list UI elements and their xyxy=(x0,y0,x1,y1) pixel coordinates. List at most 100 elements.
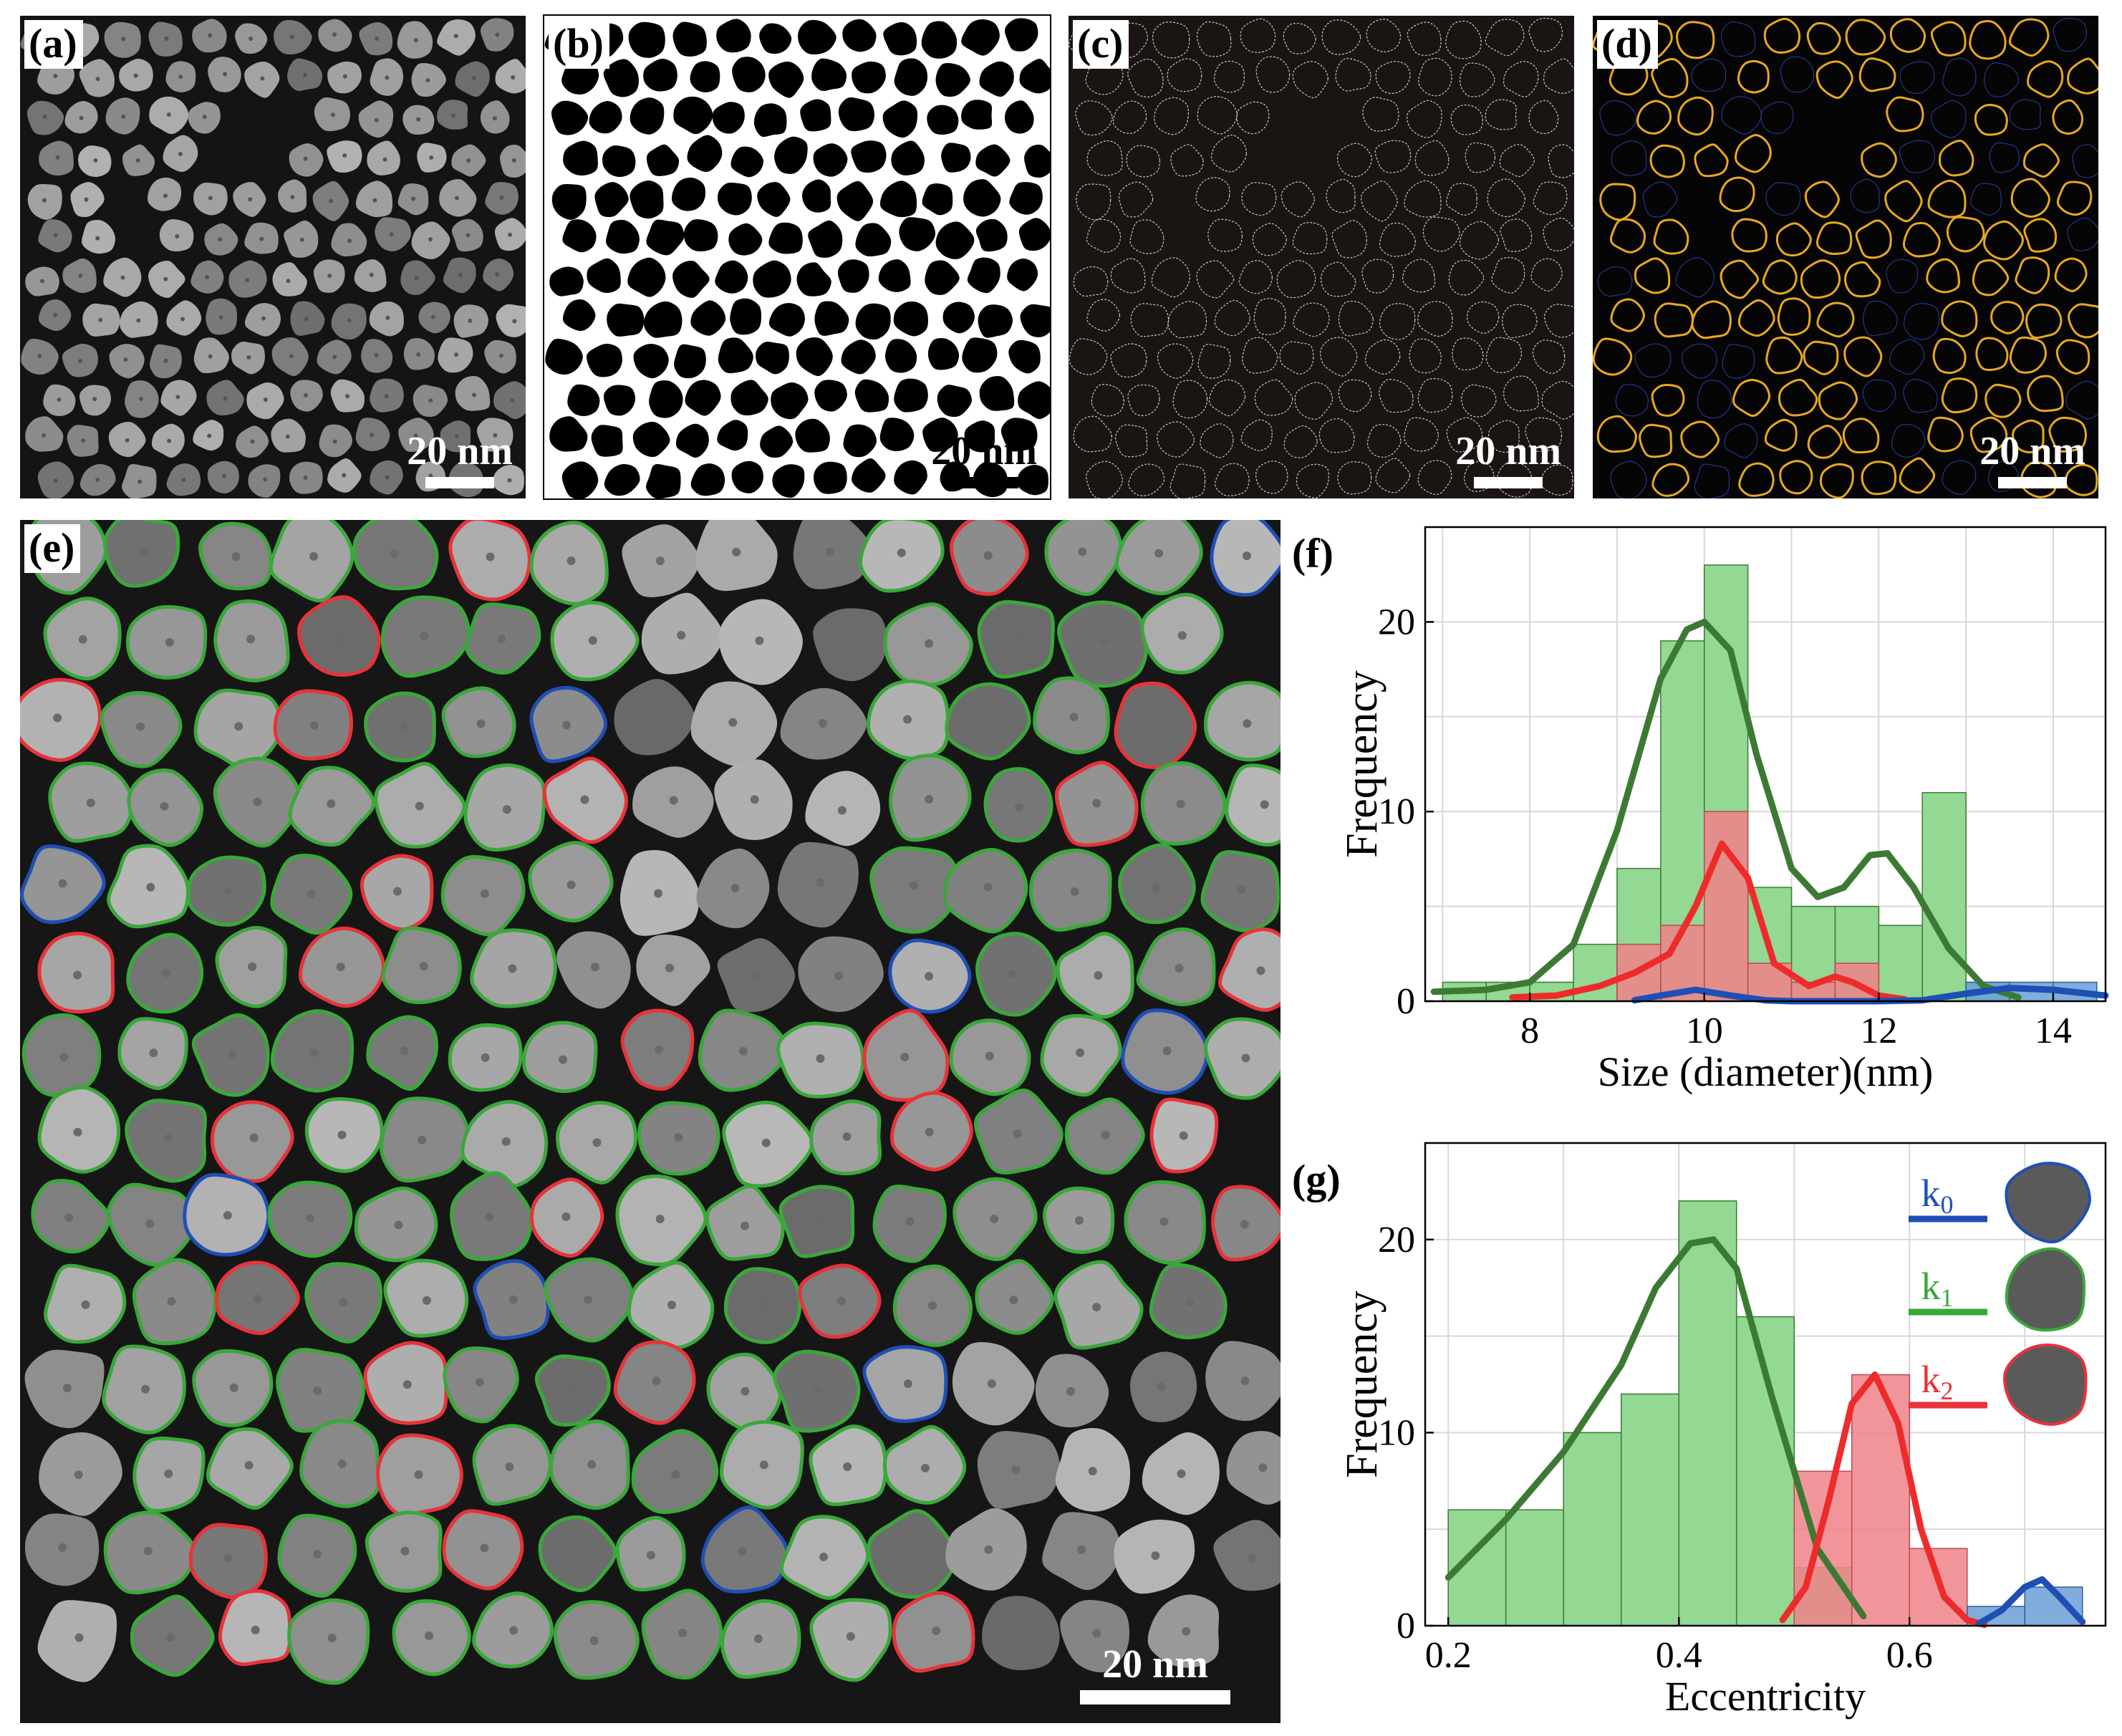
particle-core xyxy=(414,1470,423,1480)
edge-contour xyxy=(1530,258,1563,292)
mask-particle xyxy=(672,21,707,57)
particle-core xyxy=(372,198,377,203)
rejected-contour xyxy=(2009,99,2041,130)
selected-contour xyxy=(1969,416,2008,453)
panel-d-contours: (d) 20 nm xyxy=(1593,16,2098,498)
panel-a-image xyxy=(20,18,526,498)
particle-core xyxy=(453,352,458,357)
edge-contour xyxy=(1296,463,1329,498)
particle-core xyxy=(429,155,434,160)
particle-core xyxy=(1014,1632,1023,1641)
rejected-contour xyxy=(1862,301,1898,337)
outline-k1 xyxy=(1028,848,1112,932)
particle-core xyxy=(906,1552,915,1561)
edge-contour xyxy=(1115,424,1148,458)
selected-contour xyxy=(1738,462,1775,497)
mask-particle xyxy=(732,57,766,92)
mask-particle xyxy=(922,418,958,453)
particle-core xyxy=(369,433,374,438)
particle-core xyxy=(313,1387,322,1396)
mask-particle xyxy=(756,342,789,375)
chart-g-curve-k0 xyxy=(1975,1576,2086,1627)
edge-contour xyxy=(1318,418,1355,453)
particle-core xyxy=(484,1212,493,1221)
particle-core xyxy=(57,397,62,402)
selected-contour xyxy=(1843,336,1883,377)
particle-core xyxy=(654,889,663,898)
chart-f-curve-k2 xyxy=(1509,840,1909,1003)
particle-core xyxy=(162,968,171,978)
edge-contour xyxy=(1361,180,1398,222)
outline-k1 xyxy=(1053,1260,1144,1350)
particle-core xyxy=(501,1137,511,1147)
particle-core xyxy=(665,963,675,973)
outline-k1 xyxy=(778,1185,855,1258)
selected-contour xyxy=(1779,460,1813,495)
outline-k1 xyxy=(945,682,1031,761)
outline-k1 xyxy=(859,520,945,593)
mask-particle xyxy=(768,222,803,254)
particle-core xyxy=(64,1213,74,1223)
edge-contour xyxy=(1379,379,1414,413)
particle-core xyxy=(844,636,853,645)
particle-core xyxy=(486,552,495,561)
selected-contour xyxy=(1938,140,1974,177)
mask-particle xyxy=(549,266,584,296)
mask-particle xyxy=(927,338,960,370)
particle-core xyxy=(580,795,589,804)
mask-particle xyxy=(922,183,953,216)
edge-contour xyxy=(1196,260,1235,299)
mask-particle xyxy=(753,260,791,298)
particle-core xyxy=(738,1046,748,1056)
edge-contour xyxy=(1338,300,1374,337)
particle xyxy=(813,608,888,682)
mask-particle xyxy=(935,62,970,97)
particle-core xyxy=(121,114,126,119)
outline-k1 xyxy=(883,602,973,687)
panel-d-scale-bar: 20 nm xyxy=(1979,431,2085,488)
selected-contour xyxy=(1676,21,1715,59)
outline-k1 xyxy=(299,1419,381,1508)
mask-particle xyxy=(687,135,723,172)
edge-contour xyxy=(1112,100,1147,134)
selected-contour xyxy=(1886,96,1924,132)
particle-core xyxy=(812,1385,821,1394)
mask-particle xyxy=(549,416,588,452)
particle-core xyxy=(303,393,308,398)
edge-contour xyxy=(1450,104,1483,135)
particle xyxy=(871,848,960,932)
outline-k1 xyxy=(440,854,526,937)
particle-core xyxy=(420,632,429,641)
particle-core xyxy=(385,315,390,320)
outline-k1 xyxy=(470,928,557,1008)
mask-particle xyxy=(1017,465,1048,496)
particle-core xyxy=(1154,549,1164,558)
particle-core xyxy=(825,547,834,556)
outline-k1 xyxy=(269,520,355,603)
rejected-contour xyxy=(1989,142,2020,173)
edge-contour xyxy=(1252,223,1288,256)
outline-k1 xyxy=(776,1021,865,1099)
outline-k1 xyxy=(722,1101,814,1188)
particle-core xyxy=(163,358,168,363)
outline-k1 xyxy=(186,855,266,927)
outline-k1 xyxy=(641,1588,723,1680)
rejected-contour xyxy=(1615,384,1649,417)
edge-contour xyxy=(1208,379,1246,417)
outline-k1 xyxy=(983,767,1053,843)
particle-core xyxy=(309,721,319,730)
mask-merged xyxy=(730,146,763,178)
outline-k1 xyxy=(892,1264,973,1347)
particle-core xyxy=(1258,1463,1268,1472)
outline-k1 xyxy=(975,932,1057,1017)
outline-k1 xyxy=(723,1267,802,1344)
selected-contour xyxy=(1899,457,1936,494)
particle-core xyxy=(1151,1551,1160,1561)
particle-core xyxy=(677,630,686,640)
edge-contour xyxy=(1236,101,1270,135)
mask-particle xyxy=(672,178,706,211)
outline-k1 xyxy=(441,686,516,758)
outline-k1 xyxy=(366,1015,438,1091)
rejected-contour xyxy=(2067,217,2098,251)
rejected-contour xyxy=(1611,140,1647,176)
